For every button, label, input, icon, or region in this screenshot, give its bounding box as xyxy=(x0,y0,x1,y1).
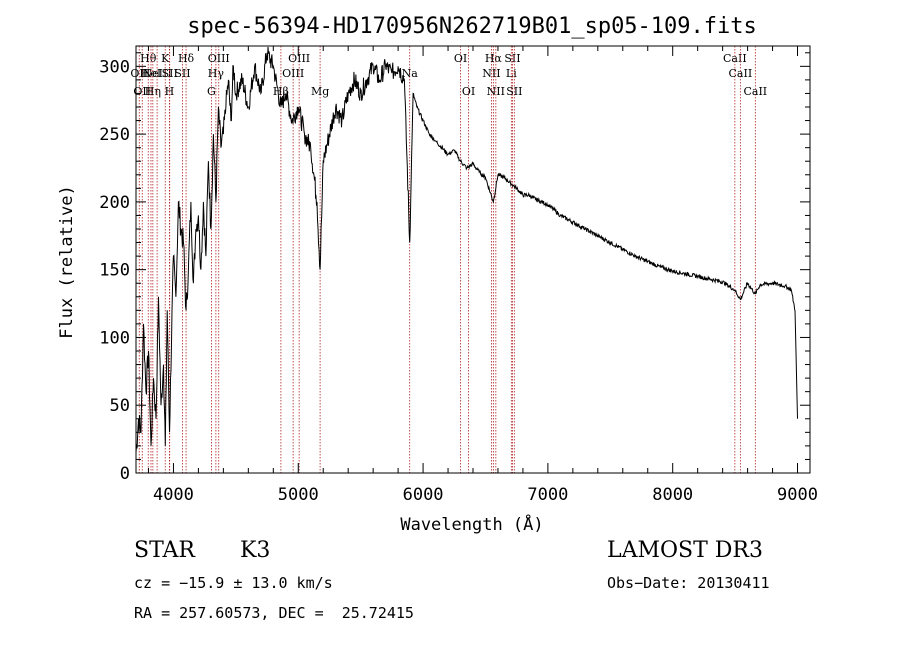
annotation-label: Na xyxy=(402,67,419,80)
annotation-label: Hθ xyxy=(140,52,157,65)
x-tick-label: 6000 xyxy=(403,485,444,505)
annotation-label: Li xyxy=(506,67,517,80)
annotation-label: SII xyxy=(174,67,190,80)
y-tick-label: 50 xyxy=(110,396,130,416)
annotation-label: G xyxy=(207,85,216,98)
y-tick-label: 200 xyxy=(99,193,130,213)
annotation-label: NII xyxy=(482,67,500,80)
y-tick-label: 100 xyxy=(99,328,130,348)
annotation-label: Hα xyxy=(485,52,503,65)
annotation-label: NII xyxy=(487,85,505,98)
x-tick-label: 4000 xyxy=(153,485,194,505)
y-axis-label: Flux (relative) xyxy=(57,185,77,339)
annotation-label: K xyxy=(161,52,170,65)
x-axis-label: Wavelength (Å) xyxy=(400,513,543,535)
x-tick-label: 7000 xyxy=(527,485,568,505)
object-subclass: K3 xyxy=(240,538,271,563)
annotation-label: CaII xyxy=(743,85,767,98)
y-tick-label: 300 xyxy=(99,57,130,77)
spectrum-line xyxy=(135,46,798,453)
y-axis: 0 50 100 150 200 250 300 xyxy=(99,52,810,484)
obs-date: Obs−Date: 20130411 xyxy=(607,574,770,592)
object-class: STAR xyxy=(134,538,195,563)
redshift-readout: cz = −15.9 ± 13.0 km/s xyxy=(134,574,333,592)
x-tick-label: 5000 xyxy=(278,485,319,505)
annotation-label: OI xyxy=(454,52,467,65)
plot-frame xyxy=(135,45,811,474)
coordinates: RA = 257.60573, DEC = 25.72415 xyxy=(134,604,414,622)
annotation-label: CaII xyxy=(729,67,753,80)
annotation-label: SII xyxy=(504,52,520,65)
y-tick-label: 150 xyxy=(99,261,130,281)
x-tick-label: 9000 xyxy=(777,485,818,505)
survey-name: LAMOST DR3 xyxy=(607,538,763,563)
annotation-label: OIII xyxy=(282,67,304,80)
y-tick-label: 250 xyxy=(99,125,130,145)
annotation-label: HeI xyxy=(141,67,161,80)
annotation-label: SII xyxy=(506,85,522,98)
annotation-label: Hδ xyxy=(178,52,195,65)
x-axis: 4000 5000 6000 7000 8000 9000 xyxy=(147,46,818,505)
line-annotations: OIIOIIHθHeIHηNeIIIKHSIIHδSIIGHγOIIIHβOII… xyxy=(130,46,767,473)
annotation-label: OIII xyxy=(208,52,230,65)
annotation-label: OI xyxy=(462,85,475,98)
annotation-label: CaII xyxy=(723,52,747,65)
annotation-label: OII xyxy=(133,85,151,98)
annotation-label: NeIII xyxy=(143,67,172,80)
x-tick-label: 8000 xyxy=(652,485,693,505)
y-tick-label: 0 xyxy=(120,464,130,484)
annotation-label: OII xyxy=(130,67,148,80)
annotation-label: SII xyxy=(162,67,178,80)
annotation-label: Hβ xyxy=(273,85,289,98)
chart-title: spec-56394-HD170956N262719B01_sp05-109.f… xyxy=(187,14,757,39)
annotation-label: OIII xyxy=(288,52,310,65)
annotation-label: Hγ xyxy=(208,67,225,80)
annotation-label: Mg xyxy=(311,85,329,98)
annotation-label: Hη xyxy=(145,85,161,98)
